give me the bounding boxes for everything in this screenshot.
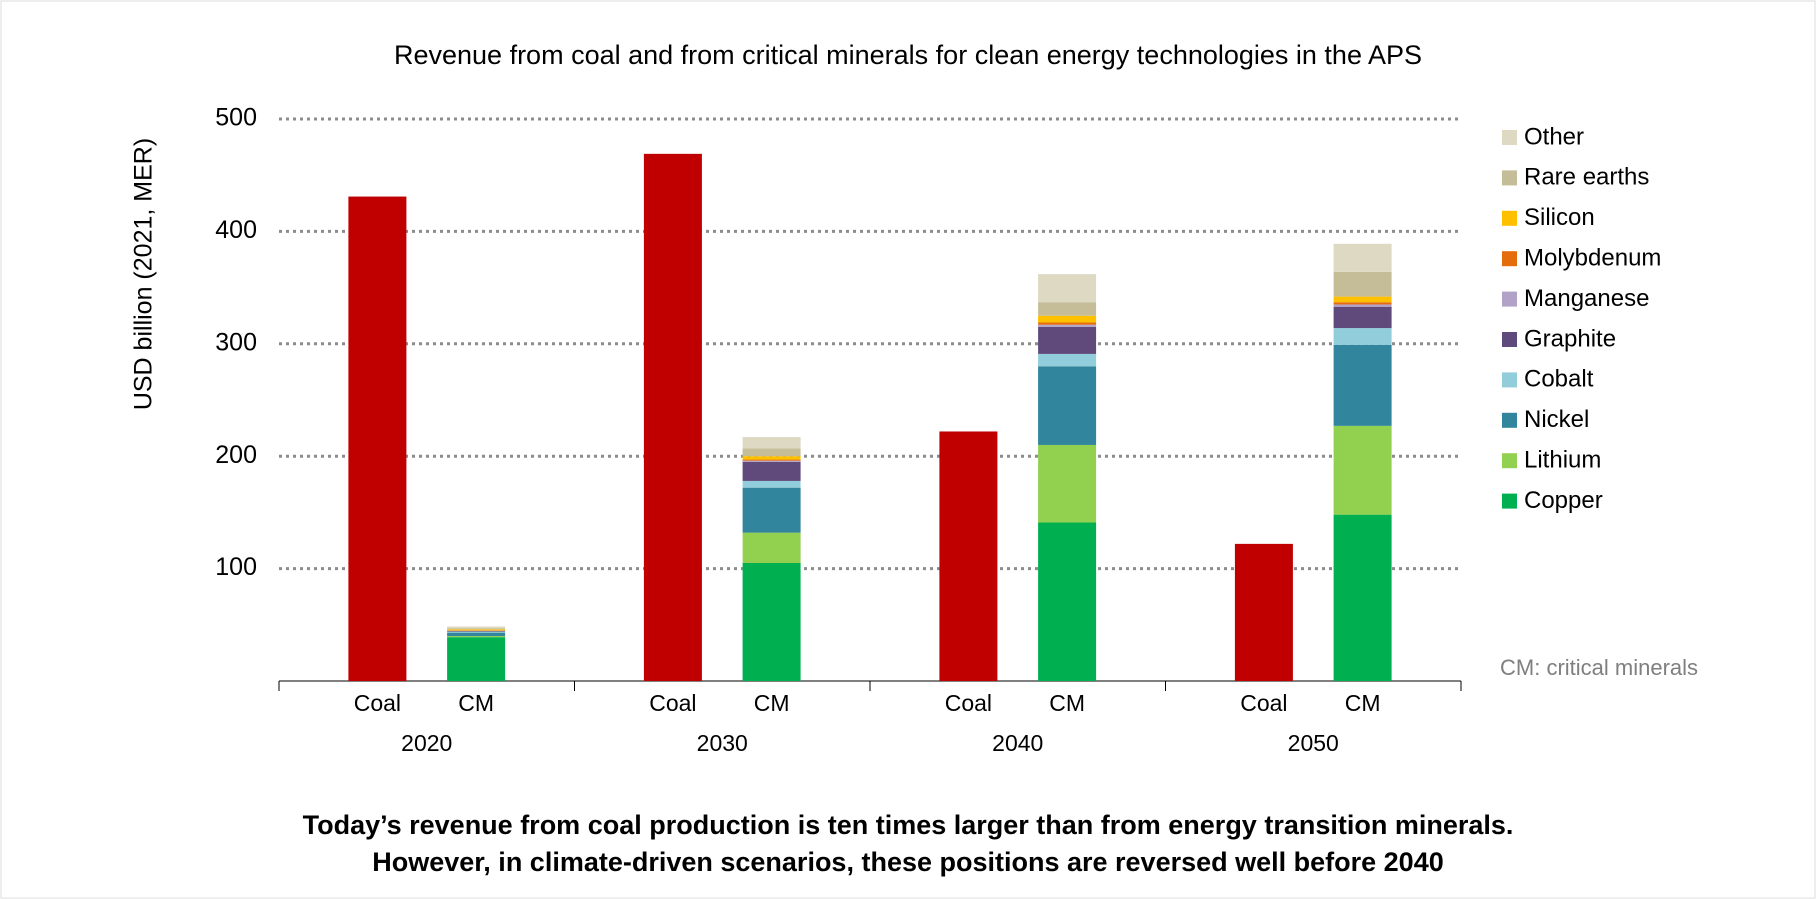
bar-segment xyxy=(1333,344,1392,426)
bar xyxy=(939,431,998,681)
legend-swatch xyxy=(1502,170,1517,186)
y-tick-label: 200 xyxy=(215,441,257,469)
legend-swatch xyxy=(1502,291,1517,307)
bar-segment xyxy=(1333,304,1392,307)
bar-segment xyxy=(1333,271,1392,297)
bar-segment xyxy=(1333,302,1392,305)
legend-label: Molybdenum xyxy=(1524,245,1661,272)
legend-swatch xyxy=(1502,332,1517,347)
note: CM: critical minerals xyxy=(1500,655,1698,680)
bar-segment xyxy=(1038,324,1097,327)
bar-segment xyxy=(742,456,801,460)
legend-label: Nickel xyxy=(1524,406,1589,433)
x-tick-label: CM xyxy=(458,690,494,716)
y-tick-label: 100 xyxy=(215,553,257,581)
bar-segment xyxy=(1038,322,1097,325)
y-axis-label: USD billion (2021, MER) xyxy=(130,138,158,410)
legend-swatch xyxy=(1502,493,1517,509)
bar-segment xyxy=(1038,444,1097,523)
bar-segment xyxy=(742,480,801,488)
bar-segment xyxy=(1333,425,1392,515)
group-label: 2050 xyxy=(1288,730,1339,756)
bar-segment xyxy=(742,562,801,681)
x-tick-label: Coal xyxy=(649,690,696,716)
legend-label: Other xyxy=(1524,123,1584,150)
x-tick-label: CM xyxy=(1049,690,1085,716)
group-label: 2020 xyxy=(401,730,452,756)
y-tick-label: 500 xyxy=(215,104,257,132)
legend-swatch xyxy=(1502,412,1517,428)
bar-segment xyxy=(742,460,801,462)
x-tick-label: Coal xyxy=(354,690,401,716)
group-label: 2030 xyxy=(697,730,748,756)
bar-segment xyxy=(447,636,506,638)
bar-segment xyxy=(1038,274,1097,303)
legend-label: Silicon xyxy=(1524,204,1595,231)
bar-segment xyxy=(742,461,801,481)
legend-label: Rare earths xyxy=(1524,164,1649,191)
legend-label: Manganese xyxy=(1524,285,1649,312)
bar xyxy=(1234,543,1293,681)
bar-segment xyxy=(447,637,506,681)
bar xyxy=(348,196,407,681)
bar-segment xyxy=(1038,353,1097,367)
legend-swatch xyxy=(1502,372,1517,388)
bar-segment xyxy=(1333,306,1392,329)
bar-segment xyxy=(742,487,801,533)
y-tick-label: 400 xyxy=(215,216,257,244)
legend-swatch xyxy=(1502,251,1517,267)
bar-segment xyxy=(1333,328,1392,345)
legend-swatch xyxy=(1502,210,1517,226)
bar-segment xyxy=(447,630,506,632)
chart-title: Revenue from coal and from critical mine… xyxy=(394,40,1422,70)
bar-segment xyxy=(1333,296,1392,303)
bar xyxy=(643,153,702,681)
legend-swatch xyxy=(1502,453,1517,469)
bar-segment xyxy=(1333,243,1392,272)
bar-segment xyxy=(447,626,506,629)
bar-segment xyxy=(1038,366,1097,445)
x-tick-label: CM xyxy=(754,690,790,716)
x-tick-label: Coal xyxy=(1240,690,1287,716)
bar-segment xyxy=(1038,315,1097,323)
footer-line: However, in climate-driven scenarios, th… xyxy=(372,847,1443,877)
bar-segment xyxy=(1038,302,1097,316)
bar-segment xyxy=(447,628,506,630)
bar-segment xyxy=(742,437,801,449)
footer-line: Today’s revenue from coal production is … xyxy=(303,810,1514,840)
bar-segment xyxy=(1038,522,1097,681)
bar-segment xyxy=(447,631,506,633)
legend-label: Copper xyxy=(1524,487,1603,514)
bar-segment xyxy=(742,459,801,461)
bar-segment xyxy=(1333,514,1392,681)
legend-swatch xyxy=(1502,130,1517,145)
bar-segment xyxy=(742,448,801,457)
group-label: 2040 xyxy=(992,730,1043,756)
bar-segment xyxy=(1038,326,1097,354)
x-tick-label: CM xyxy=(1345,690,1381,716)
legend-label: Graphite xyxy=(1524,325,1616,352)
bar-segment xyxy=(742,532,801,563)
x-tick-label: Coal xyxy=(945,690,992,716)
legend-label: Lithium xyxy=(1524,447,1601,474)
legend-label: Cobalt xyxy=(1524,366,1594,393)
bar-segment xyxy=(447,632,506,637)
bar-segment xyxy=(447,629,506,631)
y-tick-label: 300 xyxy=(215,328,257,356)
